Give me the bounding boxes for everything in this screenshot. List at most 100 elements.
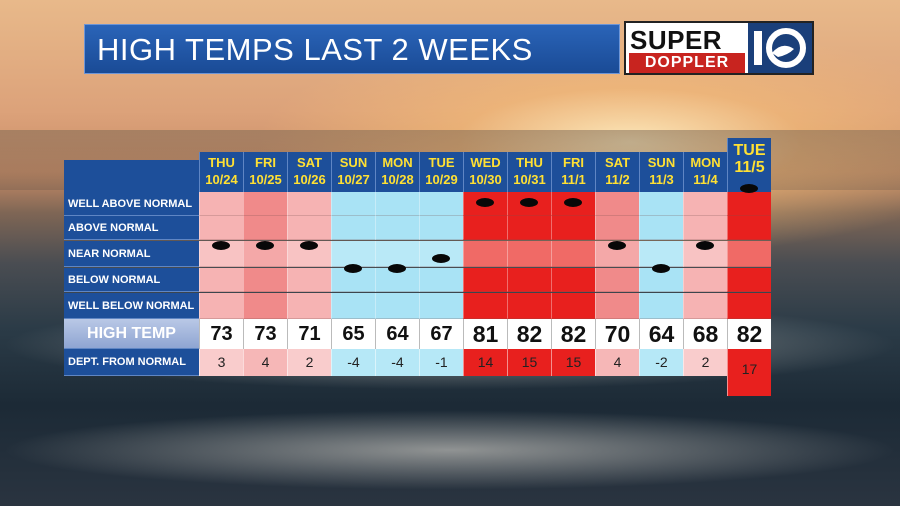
- dept-from-normal-value: 4: [595, 349, 639, 376]
- category-cell: [683, 216, 727, 240]
- category-cell: [463, 268, 507, 292]
- dept-from-normal-value: 2: [683, 349, 727, 376]
- category-cell: [683, 293, 727, 319]
- category-cell: [551, 293, 595, 319]
- day-header: MON 11/4: [683, 152, 727, 192]
- high-temp-value: 67: [419, 319, 463, 349]
- category-cell: [595, 216, 639, 240]
- category-cell: [551, 241, 595, 267]
- category-marker: [696, 241, 714, 250]
- category-marker: [300, 241, 318, 250]
- dept-from-normal-value: 4: [243, 349, 287, 376]
- dept-from-normal-value: 17: [727, 349, 771, 396]
- category-marker: [564, 198, 582, 207]
- day-of-week: WED: [470, 155, 501, 170]
- day-of-week: FRI: [563, 155, 584, 170]
- category-cell: [243, 293, 287, 319]
- day-header: THU 10/24: [199, 152, 243, 192]
- category-marker: [608, 241, 626, 250]
- category-cell: [419, 268, 463, 292]
- day-date: 10/29: [425, 172, 458, 187]
- category-cell: [287, 216, 331, 240]
- category-cell: [551, 268, 595, 292]
- category-cell: [463, 216, 507, 240]
- category-cell: [287, 293, 331, 319]
- day-of-week: MON: [690, 155, 721, 170]
- dept-from-normal-value: 15: [507, 349, 551, 376]
- category-cell: [243, 192, 287, 216]
- title-banner: HIGH TEMPS LAST 2 WEEKS: [84, 24, 620, 74]
- category-marker: [652, 264, 670, 273]
- category-marker: [520, 198, 538, 207]
- day-of-week: TUE: [428, 155, 455, 170]
- row-label-well-below-normal: WELL BELOW NORMAL: [64, 293, 199, 319]
- category-cell: [595, 293, 639, 319]
- high-temp-value: 82: [507, 319, 551, 349]
- category-marker: [256, 241, 274, 250]
- day-date: 11/5: [734, 159, 765, 176]
- category-cell: [727, 216, 771, 240]
- day-header: TUE 11/5: [727, 138, 771, 192]
- category-cell: [683, 268, 727, 292]
- category-cell: [551, 216, 595, 240]
- category-marker: [212, 241, 230, 250]
- day-of-week: THU: [516, 155, 543, 170]
- category-cell: [595, 192, 639, 216]
- category-cell: [463, 241, 507, 267]
- day-header: TUE 10/29: [419, 152, 463, 192]
- day-of-week: THU: [208, 155, 235, 170]
- category-cell: [639, 293, 683, 319]
- day-date: 10/31: [513, 172, 546, 187]
- category-cell: [199, 216, 243, 240]
- day-header: SUN 11/3: [639, 152, 683, 192]
- category-cell: [639, 216, 683, 240]
- category-cell: [199, 192, 243, 216]
- category-cell: [331, 241, 375, 267]
- category-cell: [507, 268, 551, 292]
- logo-doppler-text: DOPPLER: [629, 53, 745, 73]
- dept-from-normal-value: -4: [331, 349, 375, 376]
- category-marker: [388, 264, 406, 273]
- day-header: WED 10/30: [463, 152, 507, 192]
- logo-super-text: SUPER: [630, 25, 723, 55]
- row-label-dept-from-normal: DEPT. FROM NORMAL: [64, 349, 199, 376]
- day-of-week: TUE: [733, 142, 766, 159]
- station-logo: SUPER DOPPLER: [624, 21, 814, 75]
- day-of-week: MON: [382, 155, 413, 170]
- category-marker: [432, 254, 450, 263]
- category-cell: [375, 293, 419, 319]
- row-label-near-normal: NEAR NORMAL: [64, 241, 199, 267]
- category-cell: [727, 268, 771, 292]
- dept-from-normal-value: 14: [463, 349, 507, 376]
- day-date: 10/25: [249, 172, 282, 187]
- category-cell: [375, 268, 419, 292]
- category-cell: [331, 293, 375, 319]
- day-of-week: SUN: [339, 155, 368, 170]
- dept-from-normal-value: 3: [199, 349, 243, 376]
- category-cell: [419, 216, 463, 240]
- category-cell: [331, 192, 375, 216]
- category-marker: [476, 198, 494, 207]
- day-header: SAT 11/2: [595, 152, 639, 192]
- category-cell: [243, 268, 287, 292]
- high-temp-value: 68: [683, 319, 727, 349]
- dept-from-normal-value: 2: [287, 349, 331, 376]
- high-temp-value: 82: [727, 319, 771, 349]
- day-date: 11/4: [693, 172, 718, 187]
- category-cell: [507, 293, 551, 319]
- logo-10-mark: [748, 23, 812, 73]
- day-header: MON 10/28: [375, 152, 419, 192]
- row-label-above-normal: ABOVE NORMAL: [64, 216, 199, 240]
- category-cell: [683, 192, 727, 216]
- high-temp-value: 65: [331, 319, 375, 349]
- day-header: SUN 10/27: [331, 152, 375, 192]
- category-cell: [199, 293, 243, 319]
- dept-from-normal-value: 15: [551, 349, 595, 376]
- day-date: 10/26: [293, 172, 326, 187]
- day-date: 11/3: [649, 172, 674, 187]
- category-marker: [740, 184, 758, 193]
- high-temp-value: 64: [639, 319, 683, 349]
- day-header: FRI 10/25: [243, 152, 287, 192]
- category-cell: [507, 241, 551, 267]
